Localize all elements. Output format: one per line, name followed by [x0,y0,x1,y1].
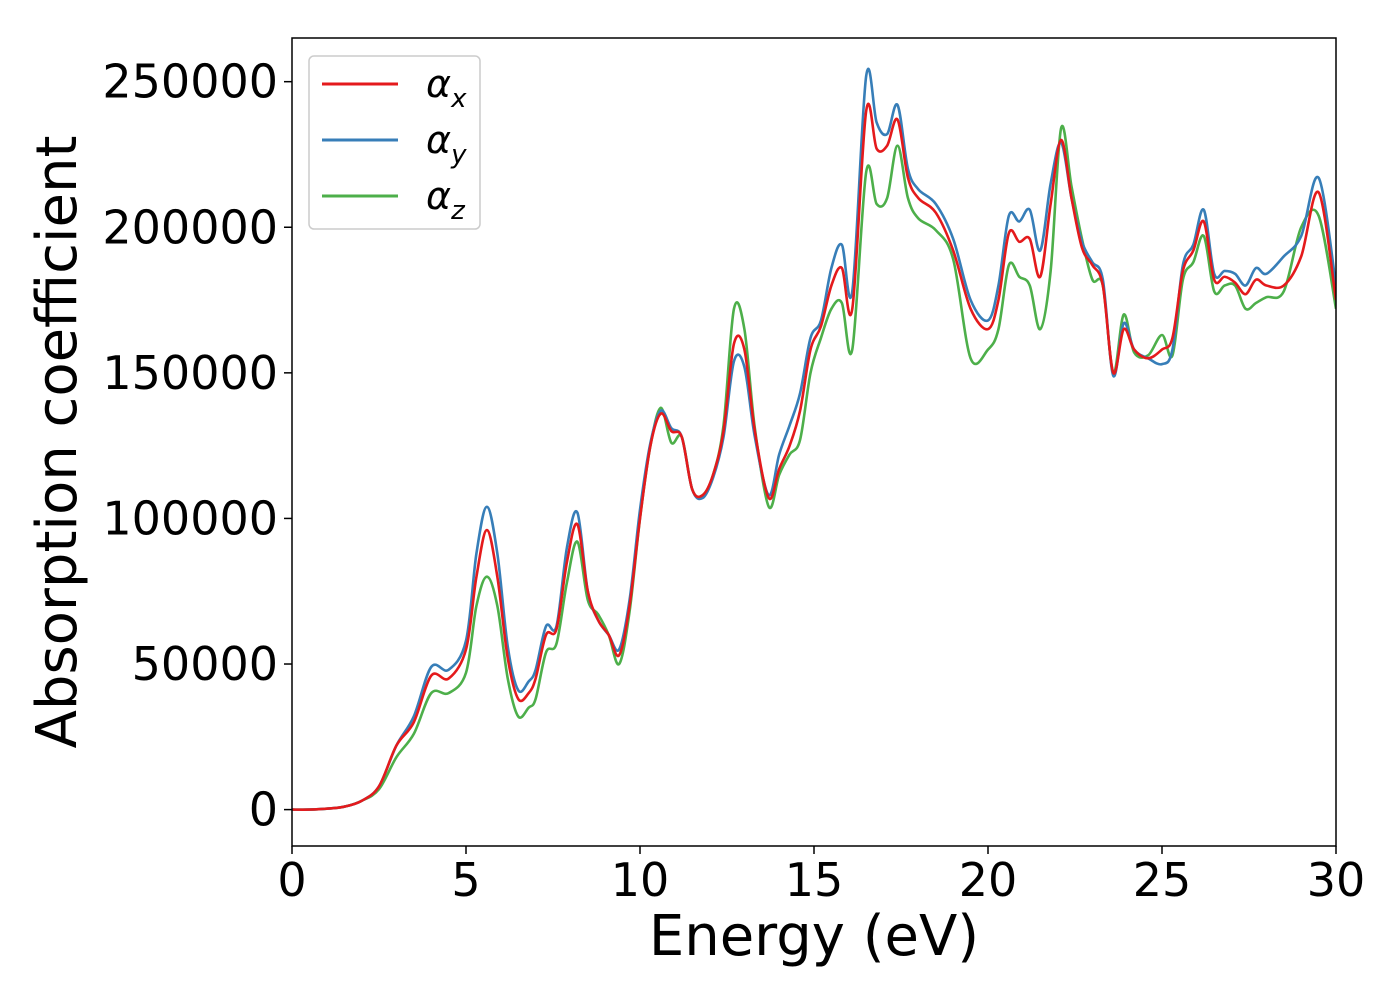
y-axis-label: Absorption coefficient [25,136,90,749]
y-tick-label: 150000 [102,346,278,400]
x-tick-label: 30 [1307,853,1366,907]
y-tick-label: 50000 [132,637,278,691]
x-tick-label: 20 [959,853,1018,907]
series-layer [292,67,1336,811]
series-line-alpha-x [292,102,1336,811]
legend-box [308,55,481,230]
legend-label-y: αy [426,118,467,170]
x-tick-label: 25 [1133,853,1192,907]
x-axis: 0 5 10 15 20 25 30 [277,846,1365,907]
legend-label-x: αx [426,62,467,114]
y-tick-label: 200000 [102,200,278,254]
x-tick-label: 10 [611,853,670,907]
y-tick-label: 0 [249,783,278,837]
series-line-alpha-y [292,67,1336,811]
y-tick-label: 250000 [102,55,278,109]
x-tick-label: 5 [451,853,480,907]
x-tick-label: 0 [277,853,306,907]
plot-area [291,37,1337,847]
y-tick-label: 100000 [102,491,278,545]
x-axis-label: Energy (eV) [649,904,979,969]
x-tick-label: 15 [785,853,844,907]
legend-label-z: αz [426,174,466,226]
series-line-alpha-z [292,124,1336,811]
y-axis: 0 50000 100000 150000 200000 250000 [102,55,292,837]
